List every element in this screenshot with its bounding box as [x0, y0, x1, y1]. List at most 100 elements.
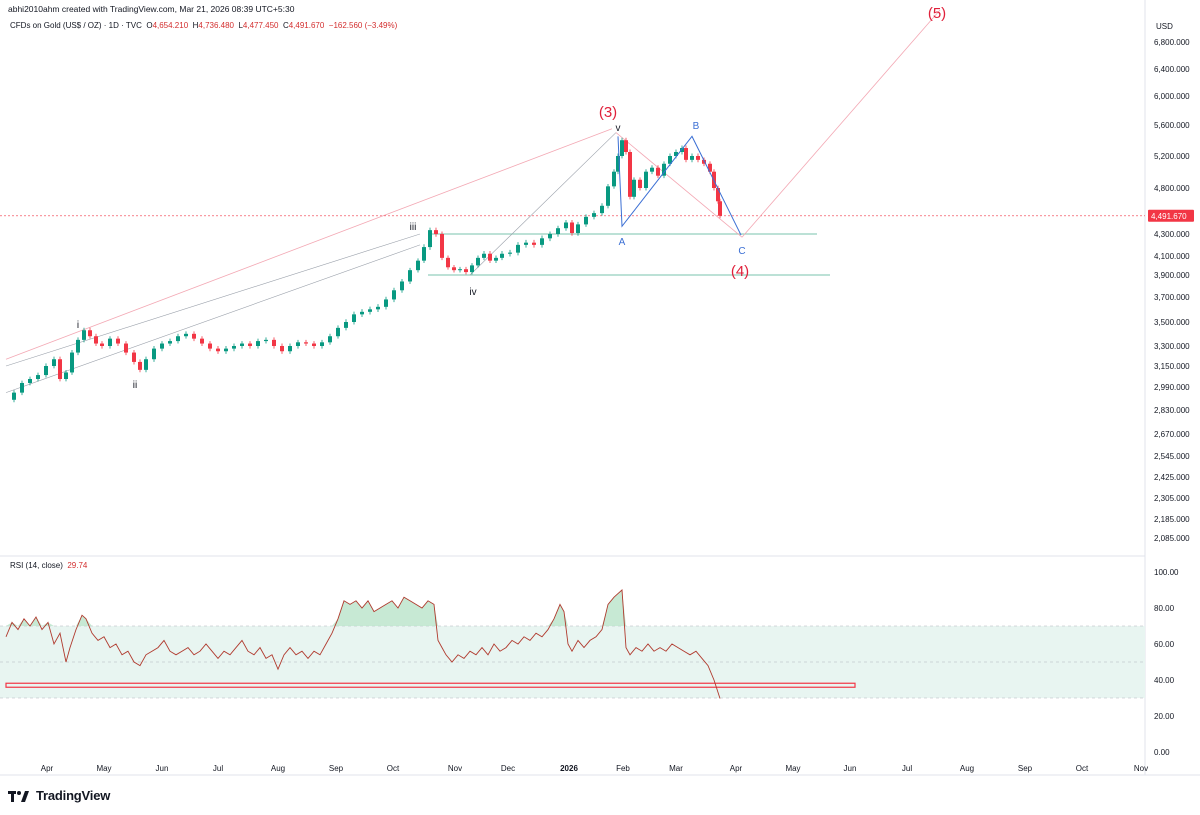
rsi-panel[interactable] — [0, 589, 1145, 699]
candle — [304, 339, 308, 346]
candle-body — [88, 330, 92, 337]
high-value: 4,736.480 — [198, 21, 234, 30]
candle-body — [464, 269, 468, 273]
candle-body — [708, 163, 712, 172]
wave-label-4: (4) — [731, 263, 749, 280]
candle-body — [556, 228, 560, 234]
candle-body — [256, 341, 260, 346]
candle-body — [612, 171, 616, 187]
time-tick-label: Jun — [844, 764, 857, 773]
candle-body — [82, 330, 86, 340]
candle — [524, 239, 528, 248]
time-tick-label: Jul — [902, 764, 912, 773]
candle — [124, 341, 128, 356]
candle-body — [434, 230, 438, 234]
candle-body — [606, 186, 610, 206]
candle — [482, 250, 486, 261]
candle — [132, 349, 136, 365]
candle-body — [376, 306, 380, 310]
candle — [312, 341, 316, 349]
candle-body — [248, 343, 252, 346]
change-value: −162.560 (−3.49%) — [328, 21, 398, 30]
rsi-tick-label: 60.00 — [1154, 640, 1175, 649]
candle — [82, 327, 86, 343]
candle — [368, 306, 372, 315]
candle — [64, 370, 68, 382]
candle — [556, 225, 560, 237]
candle-body — [116, 338, 120, 344]
candle — [28, 376, 32, 386]
candle — [100, 341, 104, 349]
candle — [656, 165, 660, 179]
candle-body — [124, 343, 128, 353]
candle — [44, 363, 48, 378]
candle-body — [422, 247, 426, 261]
candle — [494, 255, 498, 263]
price-tick-label: 2,185.000 — [1154, 515, 1190, 524]
candle-body — [628, 151, 632, 197]
candle-body — [108, 338, 112, 346]
price-tick-label: 6,800.000 — [1154, 38, 1190, 47]
candle-body — [64, 372, 68, 379]
candle — [452, 265, 456, 273]
candle — [296, 339, 300, 349]
candle-body — [620, 140, 624, 156]
wave-label-3: (3) — [599, 104, 617, 121]
candle — [408, 267, 412, 284]
wave-label-i: i — [77, 320, 79, 331]
brand-name: TradingView — [36, 788, 111, 803]
candle — [232, 343, 236, 352]
candle — [446, 255, 450, 270]
candle-body — [240, 343, 244, 346]
candle — [152, 346, 156, 362]
candle — [650, 165, 654, 175]
candle — [376, 304, 380, 313]
candle-body — [272, 339, 276, 346]
candle — [224, 346, 228, 354]
close-label: C — [282, 21, 289, 30]
price-tick-label: 2,670.000 — [1154, 430, 1190, 439]
candle-body — [224, 348, 228, 352]
candle — [192, 331, 196, 342]
price-tick-label: 2,990.000 — [1154, 383, 1190, 392]
candle-body — [184, 333, 188, 337]
candle-body — [408, 270, 412, 282]
axes: 6,800.000 6,400.000 6,000.000 5,600.000 5,20… — [41, 38, 1194, 773]
candle — [216, 346, 220, 354]
abc-correction-line — [617, 135, 742, 236]
candle — [272, 337, 276, 349]
candle-body — [532, 242, 536, 245]
candle — [416, 258, 420, 273]
price-panel[interactable] — [0, 9, 1145, 403]
rsi-label[interactable]: RSI (14, close) — [10, 561, 63, 570]
candle-body — [690, 156, 694, 160]
rsi-legend: RSI (14, close) 29.74 — [10, 561, 87, 570]
candle — [440, 231, 444, 261]
candle-body — [668, 156, 672, 164]
tradingview-logo[interactable]: TradingView — [8, 788, 110, 803]
candle — [70, 349, 74, 375]
rsi-tick-label: 80.00 — [1154, 604, 1175, 613]
candle — [600, 203, 604, 216]
price-tick-label: 2,830.000 — [1154, 406, 1190, 415]
currency-label[interactable]: USD — [1156, 22, 1173, 31]
rsi-tick-label: 40.00 — [1154, 676, 1175, 685]
candle — [508, 249, 512, 257]
candle-body — [208, 343, 212, 349]
candle — [422, 244, 426, 263]
candle — [264, 337, 268, 344]
candle-body — [500, 253, 504, 258]
candle — [248, 341, 252, 349]
candle — [280, 343, 284, 354]
candle-body — [400, 281, 404, 291]
candle — [576, 221, 580, 236]
tradingview-logo-icon — [8, 790, 29, 802]
candle — [344, 319, 348, 331]
rsi-support-box — [5, 682, 856, 688]
candle — [632, 177, 636, 200]
wave-4-projection-line — [615, 132, 743, 238]
candle — [36, 372, 40, 382]
symbol-title[interactable]: CFDs on Gold (US$ / OZ) · 1D · TVC — [10, 21, 142, 30]
